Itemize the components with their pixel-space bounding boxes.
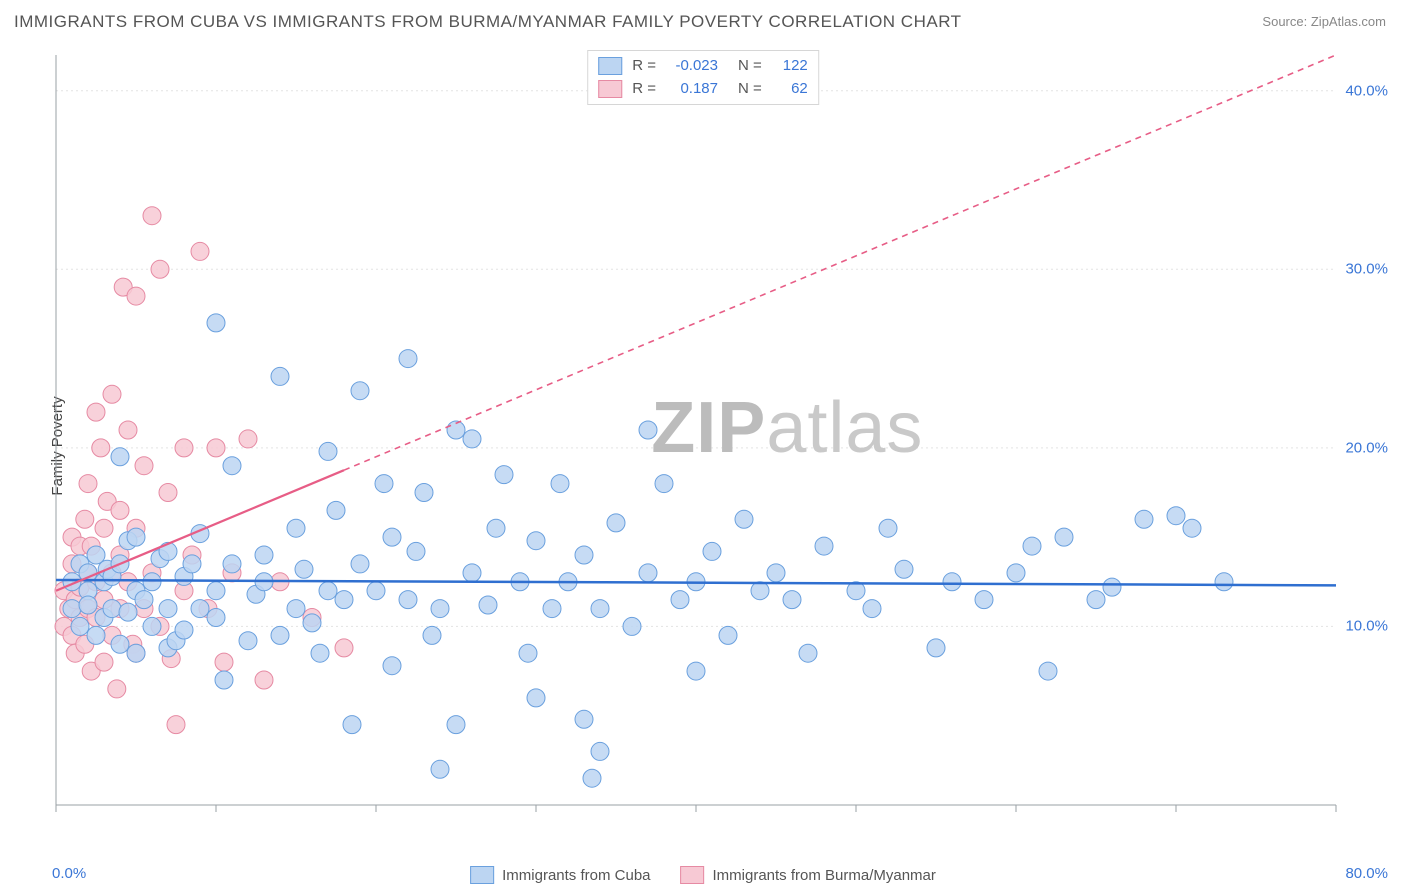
scatter-svg — [50, 45, 1386, 835]
n-label: N = — [738, 55, 762, 78]
legend-item-burma: Immigrants from Burma/Myanmar — [681, 866, 936, 884]
n-value-cuba: 122 — [768, 55, 808, 78]
y-tick-label: 40.0% — [1345, 82, 1388, 99]
legend-item-cuba: Immigrants from Cuba — [470, 866, 650, 884]
chart-title: IMMIGRANTS FROM CUBA VS IMMIGRANTS FROM … — [14, 12, 962, 32]
y-tick-label: 10.0% — [1345, 618, 1388, 635]
source-name: ZipAtlas.com — [1311, 14, 1386, 29]
r-label: R = — [632, 55, 656, 78]
swatch-cuba — [598, 57, 622, 75]
swatch-cuba-icon — [470, 866, 494, 884]
legend-label-burma: Immigrants from Burma/Myanmar — [713, 867, 936, 884]
correlation-legend: R = -0.023 N = 122 R = 0.187 N = 62 — [587, 50, 819, 105]
x-axis-start-label: 0.0% — [52, 865, 86, 882]
n-value-burma: 62 — [768, 78, 808, 101]
r-label: R = — [632, 78, 656, 101]
plot-area — [50, 45, 1386, 835]
source-label: Source: — [1262, 14, 1307, 29]
series-legend: Immigrants from Cuba Immigrants from Bur… — [470, 866, 936, 884]
swatch-burma-icon — [681, 866, 705, 884]
n-label: N = — [738, 78, 762, 101]
r-value-cuba: -0.023 — [662, 55, 718, 78]
y-tick-label: 30.0% — [1345, 261, 1388, 278]
legend-label-cuba: Immigrants from Cuba — [502, 867, 650, 884]
legend-row-cuba: R = -0.023 N = 122 — [598, 55, 808, 78]
y-tick-label: 20.0% — [1345, 439, 1388, 456]
source-attribution: Source: ZipAtlas.com — [1262, 14, 1386, 29]
swatch-burma — [598, 80, 622, 98]
x-axis-end-label: 80.0% — [1345, 865, 1388, 882]
legend-row-burma: R = 0.187 N = 62 — [598, 78, 808, 101]
r-value-burma: 0.187 — [662, 78, 718, 101]
